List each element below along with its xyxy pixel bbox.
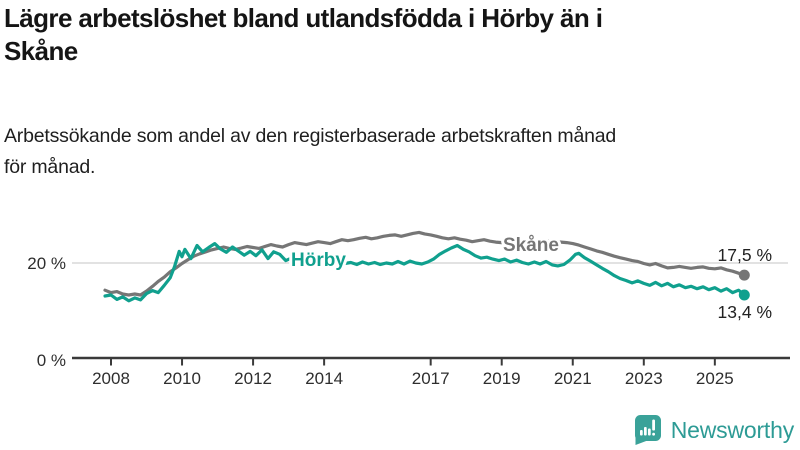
page-subtitle: Arbetssökande som andel av den registerb… [4, 121, 796, 183]
newsworthy-logo-icon [634, 415, 661, 445]
brand-logo: Newsworthy [633, 414, 794, 446]
page-title-line-2: Skåne [4, 36, 78, 66]
x-tick-label-2014: 2014 [305, 369, 343, 388]
page-subtitle-line-1: Arbetssökande som andel av den registerb… [4, 125, 617, 147]
logo-bar-3 [647, 428, 651, 436]
series-end-value-horby: 13,4 % [718, 302, 772, 322]
series-label-horby: Hörby [291, 250, 346, 271]
logo-bar-2 [643, 427, 647, 436]
series-end-dot-horby [738, 289, 750, 301]
x-tick-label-2017: 2017 [412, 369, 450, 388]
logo-speech-bubble-tail [635, 431, 648, 445]
x-tick-label-2012: 2012 [234, 369, 272, 388]
x-tick-label-2008: 2008 [92, 369, 130, 388]
series-label-skane: Skåne [503, 235, 559, 256]
series-line-skane [103, 230, 746, 297]
series-end-dot-skane [738, 269, 750, 281]
page-title-line-1: Lägre arbetslöshet bland utlandsfödda i … [4, 3, 603, 33]
logo-bar-1 [639, 430, 643, 436]
page-subtitle-line-2: för månad. [4, 156, 96, 178]
y-tick-label-0: 0 % [37, 351, 66, 370]
x-tick-label-2010: 2010 [163, 369, 201, 388]
page-title: Lägre arbetslöshet bland utlandsfödda i … [4, 2, 796, 68]
x-tick-label-2019: 2019 [483, 369, 521, 388]
x-tick-label-2021: 2021 [554, 369, 592, 388]
series-end-value-skane: 17,5 % [718, 245, 772, 265]
x-tick-label-2025: 2025 [696, 369, 734, 388]
logo-exclamation-dot [651, 432, 655, 436]
series-line-horby [103, 242, 746, 303]
brand-name: Newsworthy [670, 416, 794, 443]
logo-exclamation-bar [651, 419, 655, 431]
x-tick-label-2023: 2023 [625, 369, 663, 388]
y-tick-label-20: 20 % [27, 254, 66, 273]
